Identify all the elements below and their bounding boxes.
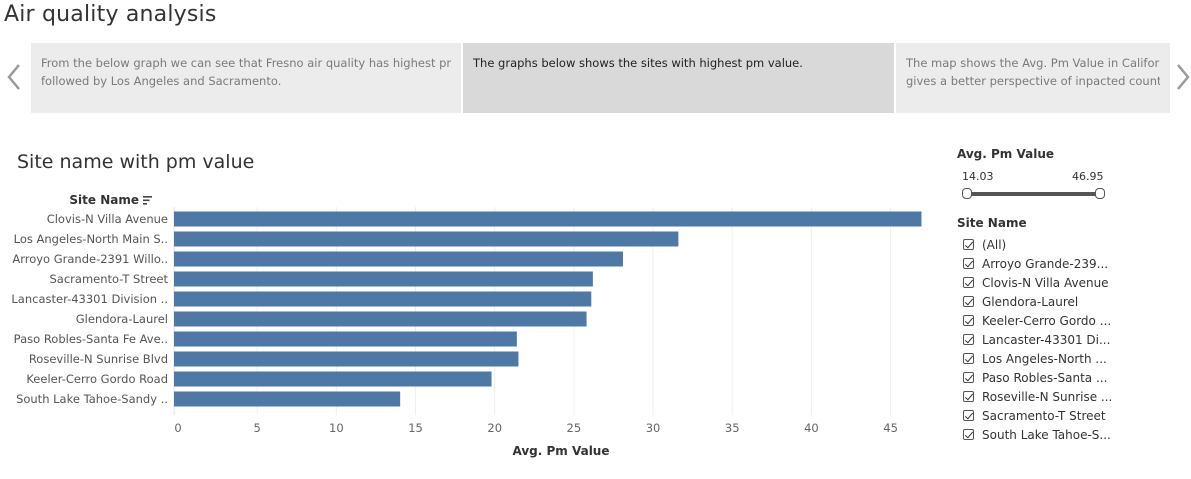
- sheet-title: Site name with pm value: [17, 151, 255, 173]
- sort-icon-line: [143, 203, 147, 205]
- site-filter-list: (All) Arroyo Grande-239... Clovis-N Villa …: [963, 235, 1113, 444]
- site-filter-option-label: Clovis-N Villa Avenue: [982, 275, 1109, 290]
- site-filter-option-label: Paso Robles-Santa ...: [982, 370, 1108, 385]
- bar[interactable]: [174, 311, 587, 327]
- site-filter-option[interactable]: Sacramento-T Street: [963, 406, 1113, 425]
- category-label: Paso Robles-Santa Fe Ave..: [14, 332, 168, 346]
- range-min-value: 14.03: [962, 170, 994, 183]
- site-filter-option-label: South Lake Tahoe-S...: [982, 427, 1111, 442]
- story-point-text: followed by Los Angeles and Sacramento.: [41, 74, 282, 88]
- site-filter-option[interactable]: South Lake Tahoe-S...: [963, 425, 1113, 444]
- story-point-3[interactable]: The map shows the Avg. Pm Value in Calif…: [896, 43, 1170, 113]
- next-story-point-button[interactable]: [1172, 60, 1191, 94]
- bar[interactable]: [174, 391, 401, 407]
- x-tick-label: 5: [254, 421, 261, 435]
- site-filter-option[interactable]: (All): [963, 235, 1113, 254]
- checkbox-checked-icon[interactable]: [963, 258, 974, 269]
- bar-chart: Site Name Clovis-N Villa Avenue Los Angele…: [0, 185, 950, 469]
- site-filter-option[interactable]: Roseville-N Sunrise ...: [963, 387, 1113, 406]
- site-filter-option[interactable]: Los Angeles-North ...: [963, 349, 1113, 368]
- category-label: South Lake Tahoe-Sandy ..: [16, 392, 168, 406]
- category-label: Glendora-Laurel: [76, 312, 168, 326]
- bar[interactable]: [174, 371, 492, 387]
- site-filter-option-label: Keeler-Cerro Gordo ...: [982, 313, 1112, 328]
- x-tick-label: 0: [174, 421, 181, 435]
- checkbox-checked-icon[interactable]: [963, 296, 974, 307]
- checkbox-checked-icon[interactable]: [963, 391, 974, 402]
- bar[interactable]: [174, 231, 679, 247]
- range-max-value: 46.95: [1072, 170, 1104, 183]
- checkbox-checked-icon[interactable]: [963, 277, 974, 288]
- chevron-left-icon: [7, 64, 20, 90]
- checkbox-checked-icon[interactable]: [963, 372, 974, 383]
- x-tick-label: 15: [408, 421, 423, 435]
- y-axis-title: Site Name: [69, 193, 139, 207]
- category-label: Clovis-N Villa Avenue: [47, 212, 168, 226]
- bar-chart-svg: Site Name Clovis-N Villa Avenue Los Angele…: [11, 193, 922, 458]
- sort-descending-icon[interactable]: [143, 196, 152, 205]
- site-filter-title: Site Name: [957, 216, 1027, 230]
- site-filter-option[interactable]: Arroyo Grande-239...: [963, 254, 1113, 273]
- category-label: Roseville-N Sunrise Blvd: [29, 352, 168, 366]
- story-point-text: The map shows the Avg. Pm Value in Calif…: [906, 56, 1160, 70]
- site-filter-option[interactable]: Paso Robles-Santa ...: [963, 368, 1113, 387]
- bar[interactable]: [174, 211, 922, 227]
- chevron-right-icon: [1177, 64, 1190, 90]
- site-filter-option-label: Roseville-N Sunrise ...: [982, 389, 1113, 404]
- story-point-2[interactable]: The graphs below shows the sites with hi…: [463, 43, 894, 113]
- range-filter-title: Avg. Pm Value: [957, 147, 1055, 161]
- site-filter-option-label: Los Angeles-North ...: [982, 351, 1107, 366]
- bar[interactable]: [174, 291, 592, 307]
- story-title: Air quality analysis: [4, 2, 217, 27]
- story-point-text: From the below graph we can see that Fre…: [41, 56, 451, 70]
- category-label: Keeler-Cerro Gordo Road: [26, 372, 168, 386]
- site-filter-option[interactable]: Glendora-Laurel: [963, 292, 1113, 311]
- checkbox-checked-icon[interactable]: [963, 239, 974, 250]
- category-label: Lancaster-43301 Division ..: [11, 292, 168, 306]
- x-tick-label: 45: [883, 421, 898, 435]
- x-tick-label: 30: [646, 421, 661, 435]
- story-navigator: From the below graph we can see that Fre…: [31, 43, 1170, 113]
- site-filter-option-label: Sacramento-T Street: [982, 408, 1106, 423]
- story-point-1[interactable]: From the below graph we can see that Fre…: [31, 43, 461, 113]
- bar[interactable]: [174, 331, 517, 347]
- x-tick-label: 10: [329, 421, 344, 435]
- x-tick-label: 40: [804, 421, 819, 435]
- bar[interactable]: [174, 251, 623, 267]
- x-tick-label: 25: [567, 421, 582, 435]
- range-slider-max-handle[interactable]: [1095, 188, 1105, 199]
- checkbox-checked-icon[interactable]: [963, 353, 974, 364]
- site-filter-option-label: Glendora-Laurel: [982, 294, 1079, 309]
- category-label: Arroyo Grande-2391 Willo..: [12, 252, 168, 266]
- site-filter-option[interactable]: Keeler-Cerro Gordo ...: [963, 311, 1113, 330]
- story-point-text: gives a better perspective of inpacted c…: [906, 74, 1160, 88]
- story-point-text: The graphs below shows the sites with hi…: [473, 56, 803, 70]
- site-filter-option[interactable]: Clovis-N Villa Avenue: [963, 273, 1113, 292]
- range-slider-min-handle[interactable]: [962, 188, 972, 199]
- bar[interactable]: [174, 351, 519, 367]
- category-label: Sacramento-T Street: [50, 272, 169, 286]
- checkbox-checked-icon[interactable]: [963, 429, 974, 440]
- checkbox-checked-icon[interactable]: [963, 334, 974, 345]
- checkbox-checked-icon[interactable]: [963, 410, 974, 421]
- site-filter-option-label: Arroyo Grande-239...: [982, 256, 1109, 271]
- site-filter-option-label: (All): [982, 237, 1007, 252]
- site-filter-option-label: Lancaster-43301 Di...: [982, 332, 1111, 347]
- site-filter-option[interactable]: Lancaster-43301 Di...: [963, 330, 1113, 349]
- sort-icon-line: [143, 196, 152, 198]
- range-slider-track[interactable]: [966, 192, 1100, 196]
- sort-icon-line: [143, 199, 150, 202]
- x-tick-label: 20: [487, 421, 502, 435]
- x-axis-title: Avg. Pm Value: [512, 444, 609, 458]
- x-tick-label: 35: [725, 421, 740, 435]
- checkbox-checked-icon[interactable]: [963, 315, 974, 326]
- bar[interactable]: [174, 271, 593, 287]
- previous-story-point-button[interactable]: [2, 60, 26, 94]
- category-label: Los Angeles-North Main S..: [14, 232, 168, 246]
